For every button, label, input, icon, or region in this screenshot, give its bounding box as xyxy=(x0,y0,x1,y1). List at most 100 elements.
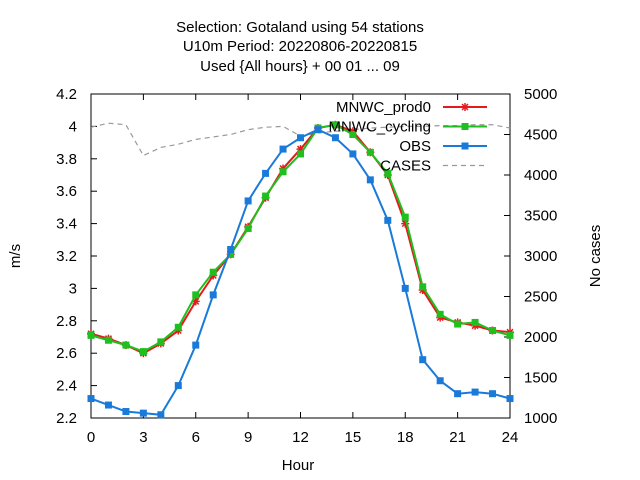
y-tick-label: 3.8 xyxy=(56,151,77,168)
data-point xyxy=(331,134,339,142)
y-tick-label: 2.2 xyxy=(56,410,77,427)
data-point xyxy=(384,216,392,224)
series-line xyxy=(90,128,511,416)
x-tick-label: 9 xyxy=(244,429,252,446)
y2-tick-label: 1500 xyxy=(524,370,557,387)
data-point xyxy=(454,390,462,398)
axis-ticks: 0 3 6 9 12 15 18 21 24 2.2 2.4 2.6 2.8 3 3.2 3.4 3.6 3.8 4… xyxy=(56,86,557,446)
x-tick-label: 21 xyxy=(449,429,466,446)
data-point xyxy=(419,283,427,291)
y2-axis-label: No cases xyxy=(587,225,604,288)
y-axis-label: m/s xyxy=(7,244,24,268)
y-tick-label: 4.2 xyxy=(56,86,77,103)
x-axis-label: Hour xyxy=(282,457,315,474)
data-point xyxy=(436,310,444,318)
chart-title-line-1: Selection: Gotaland using 54 stations xyxy=(176,19,424,36)
legend-label: MNWC_cycling xyxy=(328,119,431,136)
data-point xyxy=(262,192,270,200)
legend-label: CASES xyxy=(380,158,431,175)
y2-tick-label: 4500 xyxy=(524,127,557,144)
y-tick-label: 2.4 xyxy=(56,378,77,395)
data-point xyxy=(401,284,409,292)
legend-marker xyxy=(461,123,469,130)
y-tick-label: 3.4 xyxy=(56,216,77,233)
data-point xyxy=(122,408,130,416)
x-tick-label: 0 xyxy=(87,429,95,446)
y-tick-label: 2.6 xyxy=(56,345,77,362)
data-point xyxy=(506,395,514,403)
series-mnwc-cycling xyxy=(87,121,514,356)
data-point xyxy=(349,131,357,138)
data-point xyxy=(401,213,409,221)
chart-title-line-2: U10m Period: 20220806-20220815 xyxy=(183,38,417,55)
y2-tick-label: 2000 xyxy=(524,329,557,346)
data-point xyxy=(227,246,235,254)
data-point xyxy=(157,338,165,346)
x-tick-label: 3 xyxy=(139,429,147,446)
y-tick-label: 3.6 xyxy=(56,183,77,200)
data-point xyxy=(279,168,287,176)
data-point xyxy=(454,320,462,328)
data-point xyxy=(262,169,270,177)
chart-title-line-3: Used {All hours} + 00 01 ... 09 xyxy=(200,58,400,75)
data-point xyxy=(279,145,287,153)
x-tick-label: 18 xyxy=(397,429,414,446)
data-point xyxy=(87,331,95,339)
x-tick-label: 12 xyxy=(292,429,309,446)
y2-tick-label: 2500 xyxy=(524,289,557,306)
x-tick-label: 6 xyxy=(192,429,200,446)
plot-frame xyxy=(90,93,511,419)
y-tick-label: 3 xyxy=(69,280,77,297)
data-point xyxy=(174,382,182,390)
legend-marker xyxy=(461,103,469,111)
y2-tick-label: 3500 xyxy=(524,208,557,225)
series-line xyxy=(90,123,511,353)
data-point xyxy=(331,121,339,129)
legend-marker xyxy=(461,142,469,150)
legend-label: OBS xyxy=(399,138,431,155)
y2-tick-label: 3000 xyxy=(524,248,557,265)
data-point xyxy=(419,356,427,364)
data-point xyxy=(244,224,252,232)
y-tick-label: 3.2 xyxy=(56,248,77,265)
data-point xyxy=(314,126,322,134)
y-tick-label: 2.8 xyxy=(56,313,77,330)
x-tick-label: 24 xyxy=(502,429,519,446)
data-point xyxy=(192,291,200,299)
data-point xyxy=(297,150,304,158)
series-obs xyxy=(87,126,514,419)
data-point xyxy=(489,390,497,398)
x-tick-label: 15 xyxy=(345,429,362,446)
data-point xyxy=(297,134,304,142)
data-point xyxy=(157,411,165,419)
data-point xyxy=(104,401,112,409)
data-point xyxy=(366,176,374,184)
data-point xyxy=(174,323,182,331)
data-point xyxy=(471,388,479,396)
data-point xyxy=(104,336,112,344)
data-point xyxy=(489,327,497,335)
y2-tick-label: 5000 xyxy=(524,86,557,103)
data-point xyxy=(227,250,235,258)
data-point xyxy=(366,148,374,156)
data-point xyxy=(139,348,147,356)
legend: MNWC_prod0 MNWC_cycling OBS CASES xyxy=(328,99,487,175)
data-point xyxy=(244,197,252,205)
data-point xyxy=(471,318,479,326)
series-layer xyxy=(87,120,514,419)
data-point xyxy=(436,377,444,385)
y2-tick-label: 4000 xyxy=(524,167,557,184)
data-point xyxy=(209,291,217,299)
data-point xyxy=(209,268,217,276)
data-point xyxy=(384,169,392,177)
plot-area xyxy=(90,93,511,419)
y-tick-label: 4 xyxy=(69,118,77,135)
data-point xyxy=(139,409,147,417)
data-point xyxy=(506,331,514,339)
data-point xyxy=(122,341,130,349)
data-point xyxy=(87,395,95,403)
legend-label: MNWC_prod0 xyxy=(336,99,431,116)
y2-tick-label: 1000 xyxy=(524,410,557,427)
data-point xyxy=(349,150,357,158)
